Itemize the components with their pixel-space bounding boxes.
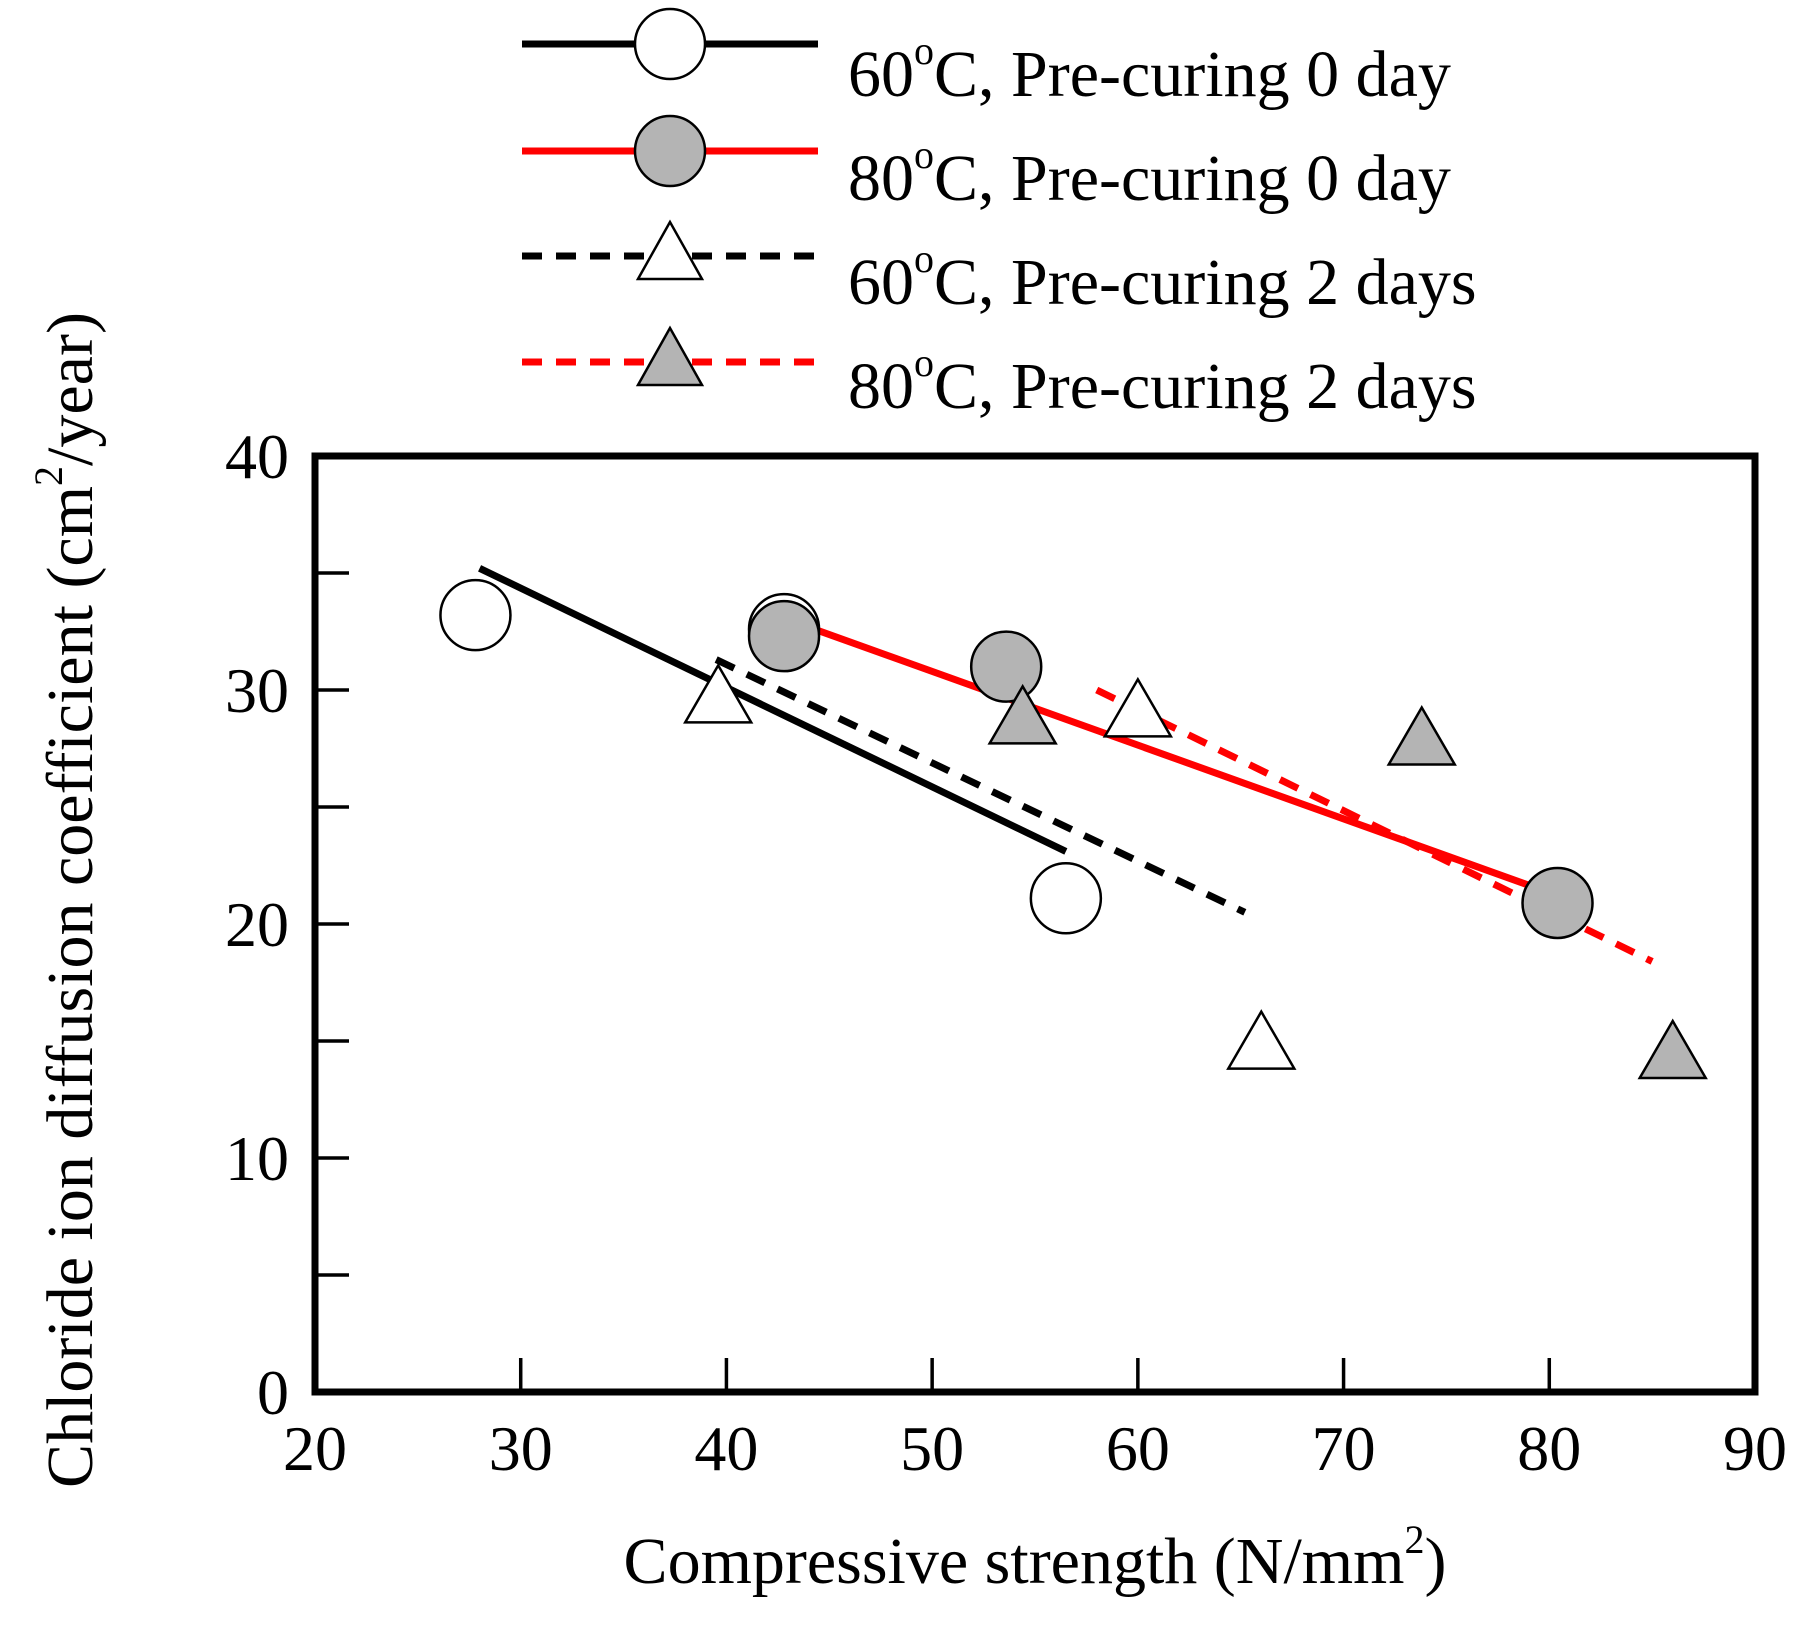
- data-point-series-0-0: [439, 578, 512, 652]
- legend-marker-80c-0day: [633, 114, 707, 188]
- data-point-series-3-2: [1637, 1018, 1708, 1080]
- y-axis-title: Chloride ion diffusion coefficient (cm2/…: [26, 312, 107, 1488]
- legend: 60oC, Pre-curing 0 day 80oC, Pre-curing …: [522, 7, 1477, 423]
- legend-label-80c-0day: 80oC, Pre-curing 0 day: [848, 132, 1451, 215]
- x-tick-label-50: 50: [900, 1413, 964, 1484]
- data-point-series-3-1: [1386, 704, 1457, 766]
- legend-entry-80c-0day: 80oC, Pre-curing 0 day: [522, 114, 1451, 215]
- y-tick-label-10: 10: [225, 1123, 289, 1194]
- x-tick-label-40: 40: [694, 1413, 758, 1484]
- x-tick-label-90: 90: [1723, 1413, 1787, 1484]
- legend-marker-80c-2days: [635, 325, 705, 387]
- plot-frame: [311, 452, 1759, 1396]
- axis-ticks: [315, 571, 1552, 1392]
- fit-line-series-2: [714, 656, 1247, 916]
- legend-entry-60c-0day: 60oC, Pre-curing 0 day: [522, 7, 1451, 111]
- y-tick-label-20: 20: [225, 889, 289, 960]
- x-tick-label-20: 20: [283, 1413, 347, 1484]
- legend-marker-60c-2days: [635, 219, 705, 281]
- legend-marker-60c-0day: [633, 7, 707, 81]
- data-point-series-2-1: [1102, 676, 1174, 738]
- legend-label-60c-2days: 60oC, Pre-curing 2 days: [848, 236, 1477, 319]
- data-point-series-2-2: [1226, 1009, 1297, 1070]
- x-tick-label-30: 30: [489, 1413, 553, 1484]
- legend-label-80c-2days: 80oC, Pre-curing 2 days: [848, 340, 1477, 423]
- y-tick-label-30: 30: [225, 655, 289, 726]
- data-point-series-1-0: [747, 599, 821, 673]
- y-tick-label-0: 0: [257, 1357, 289, 1428]
- legend-entry-60c-2days: 60oC, Pre-curing 2 days: [522, 219, 1477, 319]
- legend-label-60c-0day: 60oC, Pre-curing 0 day: [848, 28, 1451, 111]
- data-point-series-0-1: [1029, 862, 1103, 935]
- data-point-series-1-2: [1521, 866, 1594, 940]
- data-point-series-3-0: [987, 683, 1058, 745]
- axis-tick-labels: 20 30 40 50 60 70 80 90 0 10 20 30 40: [225, 421, 1787, 1484]
- data-point-series-1-1: [969, 630, 1043, 703]
- y-tick-label-40: 40: [225, 421, 289, 492]
- x-tick-label-70: 70: [1312, 1413, 1376, 1484]
- data-point-series-2-0: [683, 662, 754, 724]
- data-points: [439, 578, 1708, 1080]
- x-axis-title: Compressive strength (N/mm2): [624, 1517, 1447, 1598]
- x-tick-label-60: 60: [1106, 1413, 1170, 1484]
- fit-line-series-0: [478, 565, 1068, 855]
- x-tick-label-80: 80: [1517, 1413, 1581, 1484]
- legend-entry-80c-2days: 80oC, Pre-curing 2 days: [522, 325, 1477, 423]
